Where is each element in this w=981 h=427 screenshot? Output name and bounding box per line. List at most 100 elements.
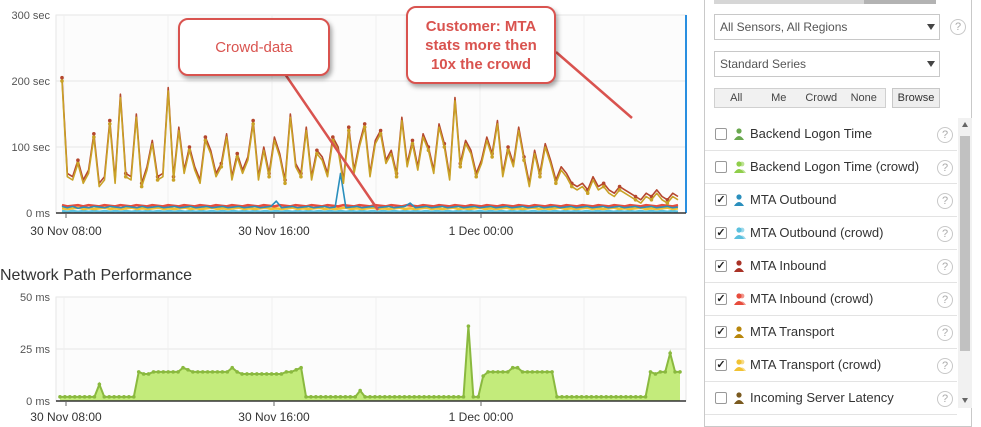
- area-point: [318, 395, 323, 399]
- series-point: [378, 132, 383, 136]
- series-point: [219, 165, 224, 169]
- browse-button[interactable]: Browse: [892, 88, 940, 108]
- series-item[interactable]: ✓ MTA Outbound?: [705, 184, 957, 217]
- filter-me-button[interactable]: Me: [771, 92, 787, 104]
- series-checkbox[interactable]: [715, 128, 727, 140]
- area-point: [259, 372, 264, 376]
- series-point: [617, 184, 622, 189]
- series-checkbox[interactable]: ✓: [715, 359, 727, 371]
- area-point: [333, 395, 338, 399]
- area-point: [200, 370, 205, 374]
- area-point: [72, 395, 77, 399]
- customer-callout-pointer: [555, 51, 633, 119]
- area-point: [299, 365, 303, 370]
- series-point: [633, 194, 638, 199]
- help-icon[interactable]: ?: [937, 160, 953, 176]
- series-select[interactable]: Standard Series: [714, 51, 940, 77]
- series-item[interactable]: Backend Logon Time?: [705, 118, 957, 151]
- panel-tab-strip[interactable]: [714, 0, 936, 4]
- area-point: [210, 370, 215, 374]
- area-point: [181, 365, 185, 370]
- help-icon[interactable]: ?: [937, 325, 953, 341]
- area-point: [373, 395, 377, 399]
- help-icon[interactable]: ?: [937, 391, 953, 407]
- series-item[interactable]: Backend Logon Time (crowd)?: [705, 151, 957, 184]
- area-point: [215, 370, 220, 374]
- scroll-down-arrow-icon[interactable]: [962, 398, 968, 403]
- series-item[interactable]: ✓ MTA Transport?: [705, 316, 957, 349]
- area-point: [92, 395, 97, 399]
- series-item[interactable]: ✓ MTA Inbound (crowd)?: [705, 283, 957, 316]
- area-point: [132, 395, 136, 399]
- area-point: [437, 395, 441, 399]
- series-checkbox[interactable]: ✓: [715, 227, 727, 239]
- series-line: [61, 172, 679, 210]
- area-point: [264, 372, 269, 376]
- response-time-chart[interactable]: 0 ms 100 sec 200 sec 300 sec 30 Nov 08:00 30 …: [0, 0, 700, 245]
- help-icon[interactable]: ?: [937, 259, 953, 275]
- sensor-select-value: All Sensors, All Regions: [720, 20, 848, 34]
- series-point: [76, 158, 80, 162]
- scroll-up-arrow-icon[interactable]: [962, 122, 968, 127]
- area-point: [520, 370, 525, 374]
- area-point: [255, 372, 259, 376]
- filter-crowd-button[interactable]: Crowd: [805, 92, 838, 104]
- area-point: [678, 370, 682, 374]
- series-point: [171, 178, 176, 182]
- series-point: [649, 198, 654, 202]
- help-icon[interactable]: ?: [950, 19, 966, 35]
- y-tick-label: 200 sec: [11, 76, 50, 88]
- series-line: [61, 209, 679, 213]
- x-tick-label: 30 Nov 08:00: [30, 224, 102, 238]
- series-checkbox[interactable]: [715, 161, 727, 173]
- help-icon[interactable]: ?: [937, 292, 953, 308]
- chevron-down-icon: [927, 24, 935, 30]
- series-item[interactable]: Incoming Server Latency?: [705, 382, 957, 415]
- filter-all-button[interactable]: All: [730, 92, 743, 104]
- series-item[interactable]: ✓ MTA Inbound?: [705, 250, 957, 283]
- y-tick-label: 0 ms: [26, 396, 50, 408]
- series-item[interactable]: ✓ MTA Transport (crowd)?: [705, 349, 957, 382]
- area-point: [545, 370, 549, 374]
- network-path-chart[interactable]: 0 ms 25 ms 50 ms 30 Nov 08:00 30 Nov 16:00 1 …: [0, 288, 700, 427]
- area-point: [412, 395, 417, 399]
- area-point: [653, 372, 658, 376]
- scroll-thumb[interactable]: [960, 136, 970, 351]
- series-point: [442, 145, 447, 149]
- area-point: [353, 395, 358, 399]
- area-point: [397, 395, 402, 399]
- area-point: [446, 395, 451, 399]
- help-icon[interactable]: ?: [937, 226, 953, 242]
- area-point: [574, 395, 579, 399]
- series-checkbox[interactable]: ✓: [715, 326, 727, 338]
- series-checkbox[interactable]: ✓: [715, 260, 727, 272]
- series-item-label: Backend Logon Time (crowd): [750, 159, 920, 174]
- area-point: [456, 395, 461, 399]
- series-checkbox[interactable]: ✓: [715, 194, 727, 206]
- series-checkbox[interactable]: [715, 392, 727, 404]
- help-icon[interactable]: ?: [937, 358, 953, 374]
- area-point: [584, 395, 589, 399]
- area-point: [628, 395, 633, 399]
- help-icon[interactable]: ?: [937, 127, 953, 143]
- filter-none-button[interactable]: None: [850, 92, 877, 104]
- panel-tab-active[interactable]: [864, 0, 936, 4]
- area-point: [496, 370, 500, 374]
- area-point: [186, 368, 190, 372]
- series-item-label: MTA Transport: [750, 324, 835, 339]
- area-point: [633, 395, 638, 399]
- y-tick-label: 300 sec: [11, 10, 50, 22]
- series-point: [92, 132, 96, 136]
- series-list-scrollbar[interactable]: [958, 118, 972, 408]
- crowd-data-callout-text: Crowd-data: [215, 38, 293, 56]
- area-point: [363, 395, 367, 399]
- area-point: [481, 374, 485, 378]
- series-checkbox[interactable]: ✓: [715, 293, 727, 305]
- series-point: [203, 138, 208, 143]
- area-point: [82, 395, 87, 399]
- help-icon[interactable]: ?: [937, 193, 953, 209]
- area-point: [643, 395, 648, 399]
- series-item[interactable]: ✓ MTA Outbound (crowd)?: [705, 217, 957, 250]
- series-point: [251, 118, 255, 123]
- sensor-select[interactable]: All Sensors, All Regions: [714, 14, 940, 40]
